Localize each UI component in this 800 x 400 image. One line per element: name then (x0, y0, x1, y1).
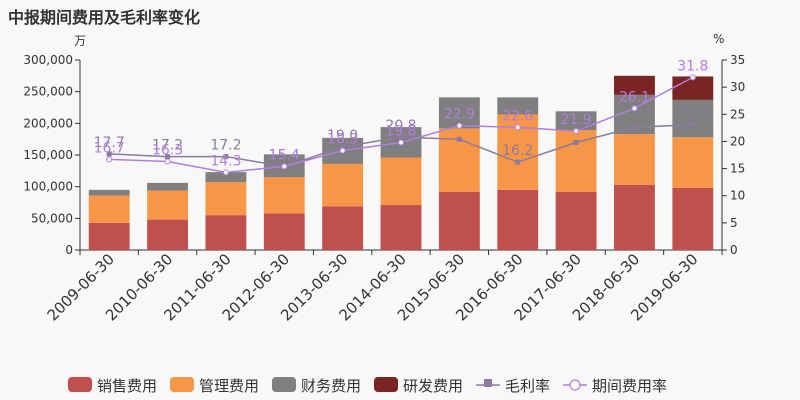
bar-segment (497, 97, 539, 115)
y-right-tick-label: 25 (730, 107, 745, 121)
bar-segment (555, 191, 597, 250)
y-right-tick-label: 15 (730, 162, 745, 176)
y-right-tick-label: 20 (730, 134, 745, 148)
bar-segment (614, 134, 655, 185)
y-right-tick-label: 5 (730, 216, 738, 230)
data-label: 22.9 (444, 107, 475, 123)
line-point (456, 122, 463, 129)
legend-label: 管理费用 (199, 377, 259, 395)
data-label: 26.1 (619, 89, 650, 105)
data-label: 16.2 (502, 143, 533, 159)
legend-label: 期间费用率 (592, 377, 667, 395)
bar-segment (614, 184, 655, 250)
line-point (690, 122, 696, 128)
line-point (281, 163, 288, 170)
y-right-tick-label: 35 (730, 53, 745, 67)
bar-segment (497, 189, 539, 250)
data-label: 18.3 (327, 132, 358, 148)
line-point (340, 144, 346, 150)
legend-swatch (272, 377, 296, 392)
data-label: 16.3 (152, 143, 183, 159)
data-label: 31.8 (677, 58, 708, 74)
legend-swatch (170, 377, 194, 392)
data-label: 17.7 (94, 135, 125, 151)
y-left-tick-label: 250,000 (23, 85, 73, 99)
bar-segment (672, 137, 714, 188)
line-point (106, 156, 113, 163)
y-left-tick-label: 200,000 (23, 116, 73, 130)
bar-segment (438, 191, 480, 250)
data-label: 19.0 (327, 128, 358, 144)
data-label: 15.4 (269, 147, 300, 163)
y-left-tick-label: 300,000 (23, 53, 73, 67)
line-point (631, 105, 638, 112)
bar-segment (205, 172, 247, 183)
data-label: 20.8 (385, 118, 416, 134)
data-label: 22.6 (502, 108, 533, 124)
bar-segment (88, 195, 130, 223)
legend-label: 毛利率 (505, 377, 550, 395)
legend-label: 销售费用 (97, 377, 157, 395)
y-left-tick-label: 0 (65, 243, 73, 257)
bar-segment (88, 222, 130, 250)
bar-segment (147, 219, 188, 250)
line-point (339, 147, 346, 154)
y-left-tick-label: 100,000 (23, 180, 73, 194)
line-point (164, 158, 171, 165)
legend-label: 财务费用 (301, 377, 361, 395)
line-point (573, 128, 580, 135)
line-point (223, 154, 229, 160)
line-point (165, 154, 171, 160)
data-label: 14.3 (210, 153, 241, 169)
line-point (398, 134, 404, 140)
line-point (573, 140, 579, 146)
bar-segment (380, 205, 422, 250)
bar-segment (672, 99, 714, 138)
line-point (514, 124, 521, 131)
y-axis-left-unit: 万 (74, 34, 87, 48)
y-left-tick-label: 150,000 (23, 148, 73, 162)
bar-segment (263, 213, 305, 250)
line-point (515, 159, 521, 165)
y-right-tick-label: 0 (730, 243, 738, 257)
bar-segment (147, 182, 188, 191)
y-axis-right-unit: % (713, 32, 725, 46)
data-label: 19.8 (385, 124, 416, 140)
legend-marker (569, 379, 581, 391)
y-left-tick-label: 50,000 (31, 211, 73, 225)
data-label: 15.4 (269, 147, 300, 163)
bar-segment (205, 182, 247, 216)
bar-segment (672, 187, 714, 250)
bar-segment (88, 189, 130, 196)
bar-segment (555, 111, 597, 131)
bar-segment (322, 206, 364, 250)
bar-segment (205, 215, 247, 250)
data-label: 21.9 (561, 112, 592, 128)
line-point (106, 151, 112, 157)
legend-swatch (68, 377, 92, 392)
bar-segment (322, 163, 364, 207)
data-label: 16.7 (94, 140, 125, 156)
line-point (222, 169, 229, 176)
bar-segment (380, 157, 422, 206)
data-label: 23.1 (677, 106, 708, 122)
data-label: 17.2 (210, 138, 241, 154)
data-label: 17.2 (152, 138, 183, 154)
legend-label: 研发费用 (403, 377, 463, 395)
legend-swatch (374, 377, 398, 392)
y-right-tick-label: 10 (730, 189, 745, 203)
line-point (689, 74, 696, 81)
bar-segment (614, 75, 655, 95)
legend-marker (484, 379, 492, 387)
line-point (456, 136, 462, 142)
line-point (398, 139, 404, 146)
bar-segment (147, 190, 188, 220)
y-right-tick-label: 30 (730, 80, 745, 94)
chart-title: 中报期间费用及毛利率变化 (8, 8, 201, 27)
line-point (631, 124, 637, 130)
bar-segment (263, 177, 305, 214)
